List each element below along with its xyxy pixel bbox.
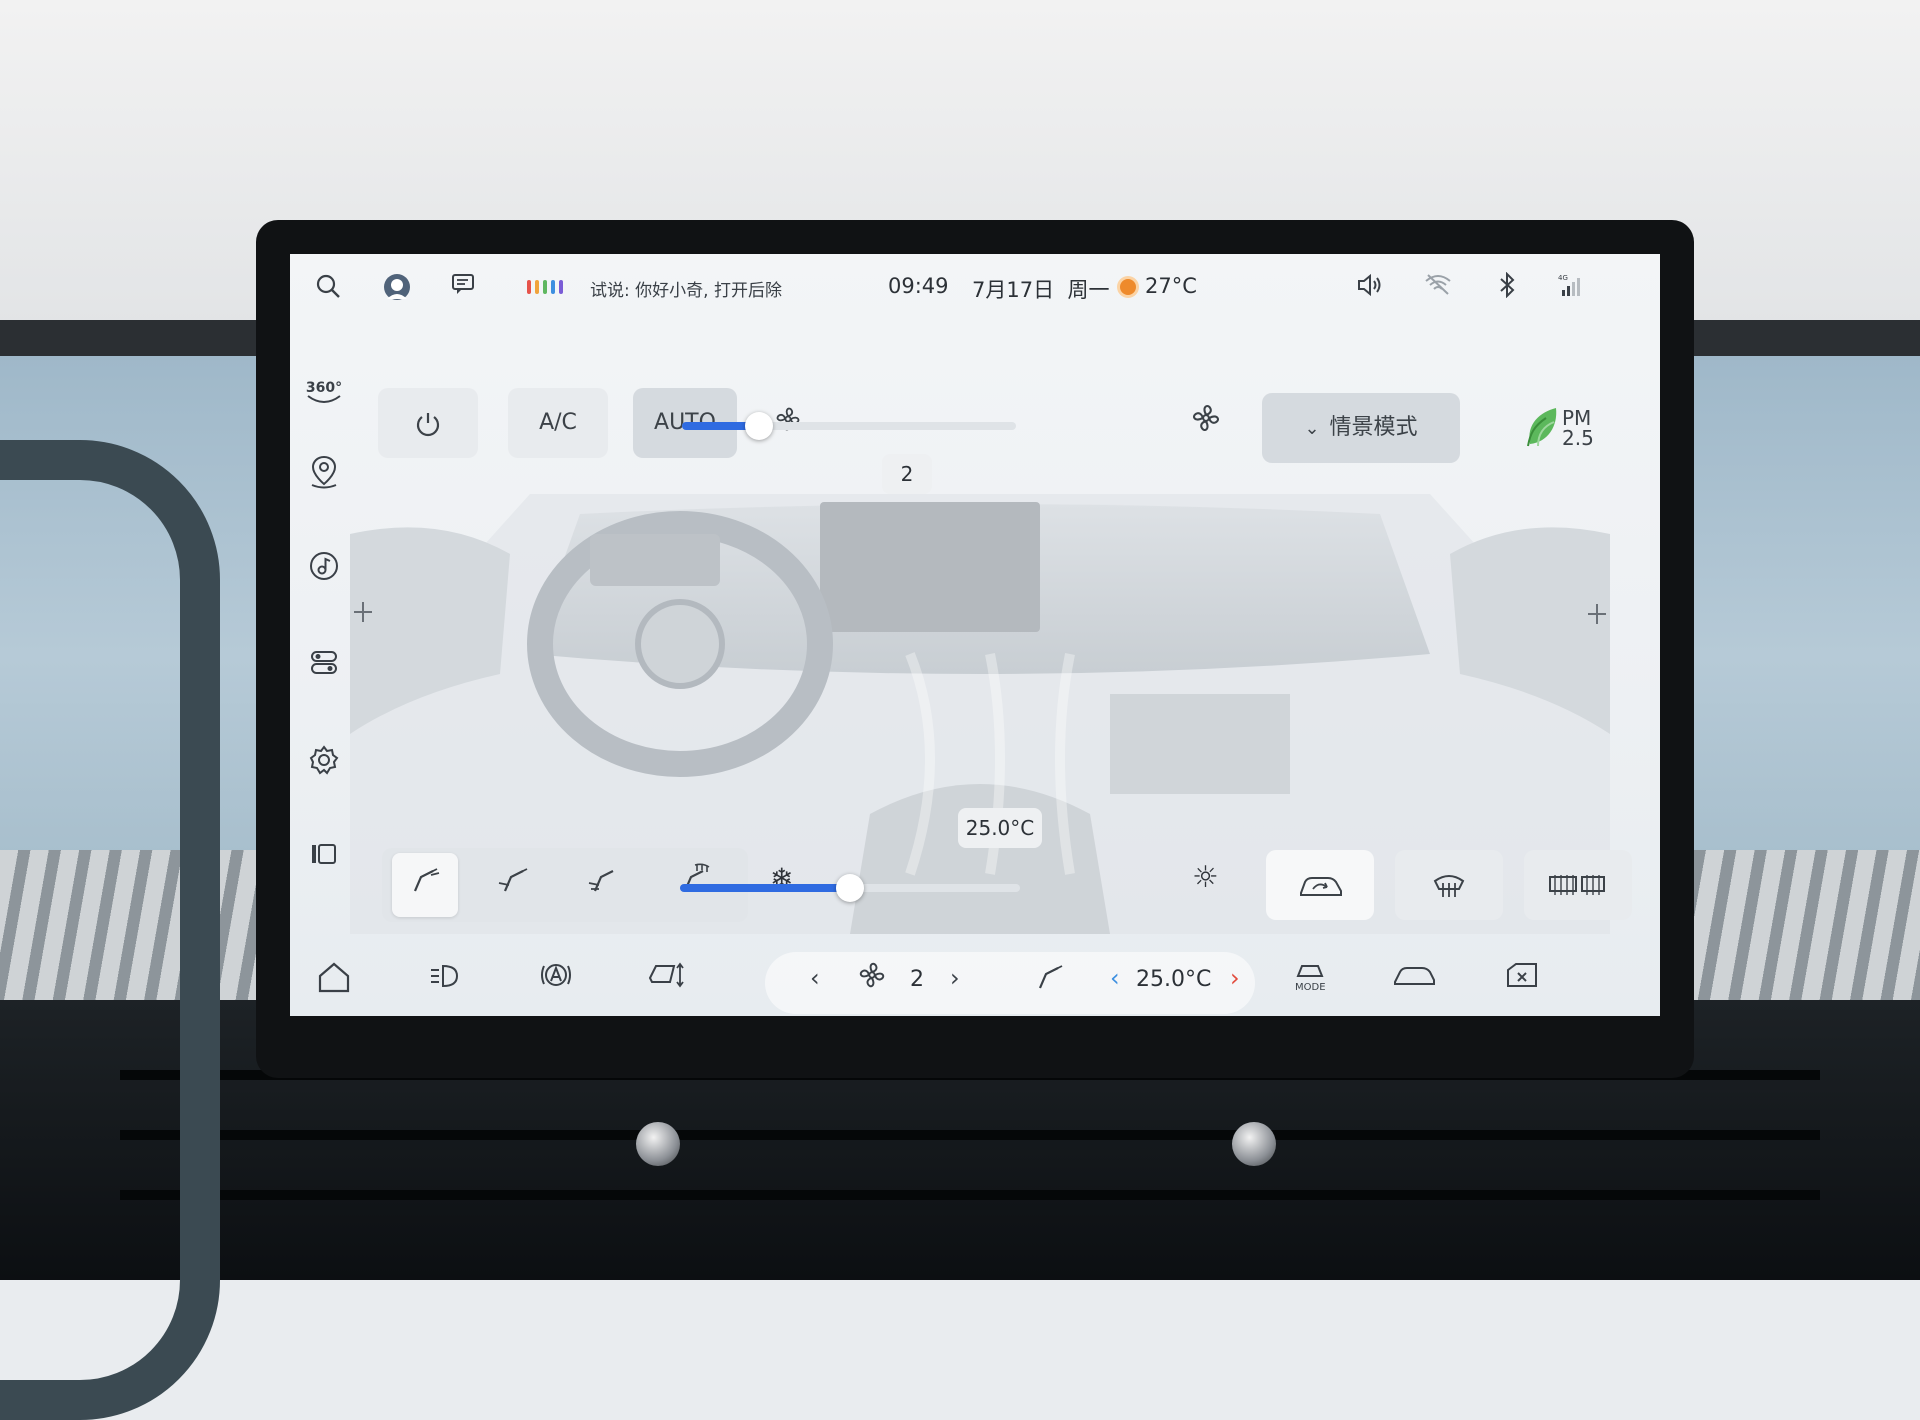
vent-knob-right[interactable]	[1232, 1122, 1276, 1166]
search-icon[interactable]	[314, 272, 342, 300]
voice-bar	[559, 280, 563, 294]
temp-decrease-chevron-icon[interactable]: ‹	[1110, 964, 1120, 992]
airflow-feet-icon[interactable]	[572, 853, 638, 917]
voice-bar	[535, 280, 539, 294]
wifi-icon[interactable]	[1424, 272, 1452, 300]
headlight-icon[interactable]	[424, 960, 468, 1004]
network-label: 4G	[1558, 274, 1568, 282]
fan-speed-thumb[interactable]	[745, 412, 773, 440]
camera-360-label: 360°	[305, 380, 343, 396]
fan-decrease-chevron-icon[interactable]: ‹	[810, 964, 820, 992]
fan-speed-badge: 2	[882, 454, 932, 494]
temperature-thumb[interactable]	[836, 874, 864, 902]
clock: 09:49	[888, 274, 949, 298]
voice-bar	[527, 280, 531, 294]
front-defrost-button[interactable]	[1395, 850, 1503, 920]
camera-360-icon[interactable]: 360°	[304, 368, 344, 408]
heat-icon: ☼	[1192, 860, 1219, 895]
voice-hint[interactable]: 试说: 你好小奇, 打开后除	[590, 281, 782, 301]
recirculation-button[interactable]	[1266, 850, 1374, 920]
fan-speed-fill	[682, 422, 759, 430]
drive-mode-label: MODE	[1295, 982, 1326, 993]
close-windows-icon[interactable]	[1500, 960, 1544, 1004]
chevron-down-icon: ⌄	[1304, 418, 1320, 439]
settings-icon[interactable]	[304, 744, 344, 784]
home-icon[interactable]	[312, 960, 356, 1004]
airflow-face-feet-icon[interactable]	[482, 853, 548, 917]
air-vent-slot	[120, 1130, 1820, 1140]
scene-mode-dropdown[interactable]: ⌄ 情景模式	[1262, 393, 1460, 463]
rear-defrost-button[interactable]	[1524, 850, 1632, 920]
date-text: 7月17日	[972, 278, 1055, 302]
message-icon[interactable]	[450, 272, 478, 300]
temperature-slider[interactable]	[680, 874, 1020, 902]
bluetooth-icon[interactable]	[1493, 271, 1521, 300]
pm-value: 2.5	[1562, 426, 1594, 450]
front-defrost-icon	[1433, 874, 1465, 897]
music-icon[interactable]	[304, 550, 344, 590]
voice-bar	[543, 280, 547, 294]
split-view-icon[interactable]	[304, 838, 344, 878]
voice-bar	[551, 280, 555, 294]
weather-sun-icon	[1120, 279, 1136, 295]
signal-4g-icon: 4G	[1558, 272, 1586, 300]
power-icon	[416, 412, 440, 436]
air-vent-slot	[120, 1190, 1820, 1200]
fan-icon	[850, 960, 894, 1004]
scene-mode-label: 情景模式	[1329, 415, 1418, 440]
infotainment-screen: 试说: 你好小奇, 打开后除 09:49 7月17日 周一 27°C 4G 36…	[290, 254, 1660, 1016]
recirculation-icon	[1300, 877, 1342, 896]
rear-defrost-icon	[1549, 875, 1605, 895]
power-button[interactable]	[378, 388, 478, 458]
dock-temperature-value: 25.0°C	[1136, 967, 1212, 992]
steering-wheel-rim	[0, 440, 220, 1420]
voice-assistant-icon[interactable]	[527, 280, 563, 294]
vehicle-icon[interactable]	[1392, 960, 1436, 1004]
airflow-face-icon[interactable]	[392, 853, 458, 917]
mirror-adjust-icon[interactable]	[644, 960, 688, 1004]
pm-label: PM	[1562, 406, 1592, 430]
fan-high-icon	[1190, 402, 1222, 442]
outside-temperature: 27°C	[1145, 274, 1197, 298]
temp-increase-chevron-icon[interactable]: ›	[1230, 964, 1240, 992]
drive-mode-icon[interactable]: MODE	[1288, 960, 1332, 1004]
climate-quick-controls	[765, 952, 1255, 1014]
dock-fan-value: 2	[910, 967, 924, 992]
car-interior-illustration	[350, 494, 1610, 934]
navigation-icon[interactable]	[304, 454, 344, 494]
vent-knob-left[interactable]	[636, 1122, 680, 1166]
ac-button[interactable]: A/C	[508, 388, 608, 458]
volume-icon[interactable]	[1356, 272, 1384, 300]
temperature-badge: 25.0°C	[958, 808, 1042, 848]
auto-hold-icon[interactable]	[534, 960, 578, 1004]
temperature-fill	[680, 884, 850, 892]
seat-airflow-icon[interactable]	[1028, 960, 1072, 1004]
profile-icon[interactable]	[380, 272, 410, 300]
fan-speed-slider[interactable]	[682, 412, 1016, 440]
controls-icon[interactable]	[304, 646, 344, 686]
bottom-dock: ‹ 2 › ‹ 25.0°C › MODE	[290, 944, 1660, 1016]
leaf-icon	[1527, 408, 1557, 447]
status-bar: 试说: 你好小奇, 打开后除 09:49 7月17日 周一 27°C 4G	[290, 254, 1660, 318]
weekday: 周一	[1067, 278, 1110, 302]
pm25-indicator[interactable]: PM 2.5	[1562, 408, 1594, 448]
date: 7月17日 周一	[972, 274, 1109, 304]
fan-increase-chevron-icon[interactable]: ›	[950, 964, 960, 992]
